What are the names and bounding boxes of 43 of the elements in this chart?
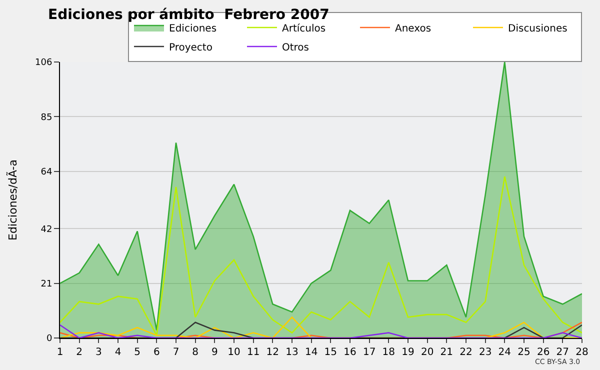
x-tick-label: 25 (518, 347, 530, 358)
line-series (60, 176, 582, 336)
y-tick-label: 42 (40, 224, 52, 235)
x-tick-label: 28 (576, 347, 588, 358)
x-tick-label: 14 (304, 347, 318, 358)
x-tick-label: 10 (228, 347, 240, 358)
x-tick-label: 20 (420, 347, 434, 358)
x-tick-label: 21 (440, 347, 454, 358)
x-tick-label: 5 (134, 347, 141, 358)
x-tick-label: 2 (76, 347, 83, 358)
legend-label: Ediciones (169, 23, 217, 34)
x-tick-label: 13 (286, 347, 298, 358)
x-tick-label: 7 (172, 347, 180, 358)
x-tick-label: 4 (114, 347, 122, 358)
x-tick-label: 9 (211, 347, 218, 358)
x-tick-label: 8 (192, 347, 199, 358)
x-tick-label: 23 (478, 347, 492, 358)
y-tick-label: 0 (46, 334, 52, 344)
legend-label: Artículos (282, 23, 326, 34)
y-tick-label: 21 (40, 279, 52, 290)
x-tick-label: 15 (324, 347, 338, 358)
legend-label: Proyecto (169, 42, 212, 54)
x-tick-label: 12 (266, 347, 280, 358)
chart-title: Ediciones por ámbito Febrero 2007 (48, 7, 330, 24)
x-tick-label: 3 (95, 347, 102, 358)
x-tick-label: 27 (556, 347, 570, 358)
x-tick-label: 17 (362, 347, 376, 358)
x-tick-label: 26 (536, 347, 550, 358)
x-tick-label: 19 (402, 347, 414, 358)
x-tick-label: 24 (498, 347, 512, 358)
x-tick-label: 18 (382, 347, 396, 358)
y-tick-label: 106 (35, 58, 52, 68)
x-tick-label: 16 (344, 347, 356, 358)
x-tick-label: 22 (460, 347, 472, 358)
x-tick-label: 11 (246, 347, 260, 358)
y-tick-label: 85 (40, 112, 52, 123)
y-axis-title: Ediciones/dÃ-a (6, 160, 20, 240)
legend-label: Otros (282, 42, 310, 54)
legend-label: Discusiones (508, 23, 568, 34)
x-tick-label: 1 (56, 347, 64, 358)
x-tick-label: 6 (153, 347, 160, 358)
legend-label: Anexos (395, 23, 432, 34)
y-tick-label: 64 (40, 168, 52, 178)
